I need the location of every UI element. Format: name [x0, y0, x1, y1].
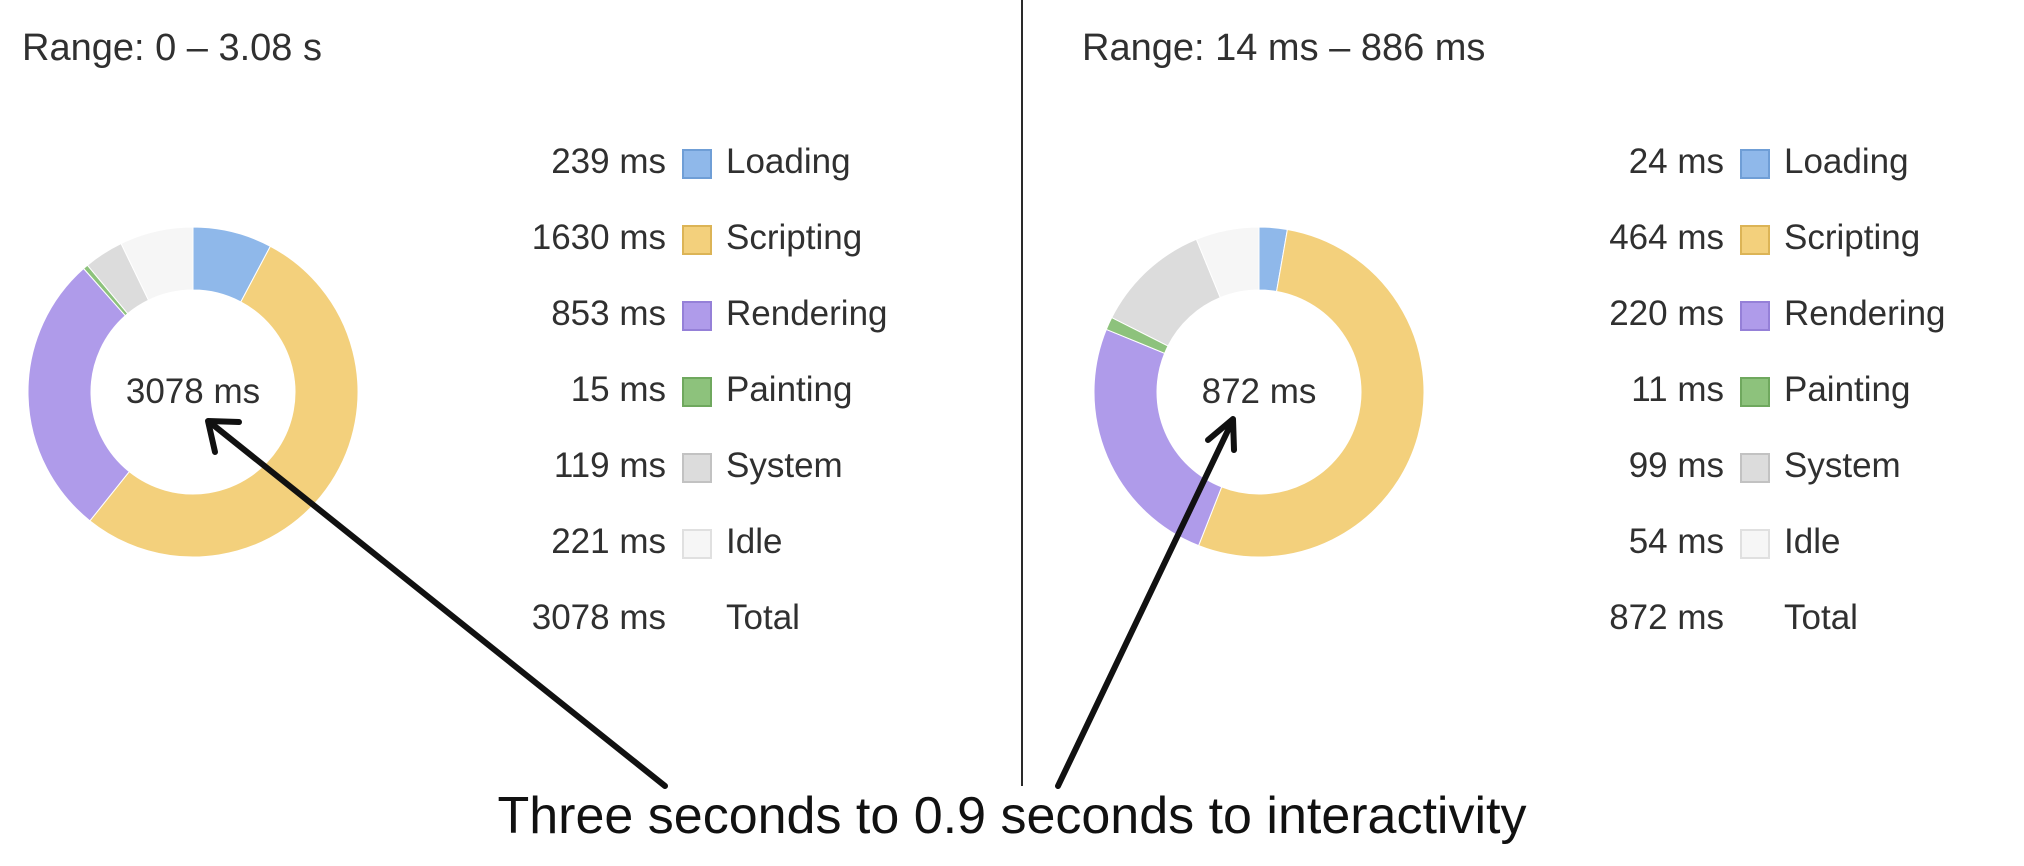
- legend-value: 24 ms: [1628, 142, 1724, 181]
- donut-slice-idle: [1195, 226, 1260, 299]
- legend-row-system: 99 ms System: [1014, 446, 2014, 490]
- legend-value: 11 ms: [1631, 370, 1724, 409]
- legend-label: Rendering: [1784, 294, 1946, 333]
- legend-row-idle: 221 ms Idle: [0, 522, 1000, 566]
- legend-row-total: 3078 ms Total: [0, 598, 1000, 642]
- legend-row-scripting: 464 ms Scripting: [1014, 218, 2014, 262]
- legend-label: System: [726, 446, 843, 485]
- legend-row-painting: 15 ms Painting: [0, 370, 1000, 414]
- legend-value: 239 ms: [551, 142, 666, 181]
- legend-label: System: [1784, 446, 1901, 485]
- legend-swatch-scripting: [1740, 225, 1770, 255]
- legend-swatch-idle: [1740, 529, 1770, 559]
- summary-panel-before: Range: 0 – 3.08 s 3078 ms 239 ms Loading 1…: [0, 0, 1010, 800]
- legend-row-total: 872 ms Total: [1014, 598, 2014, 642]
- legend-value: 54 ms: [1628, 522, 1724, 561]
- legend-row-scripting: 1630 ms Scripting: [0, 218, 1000, 262]
- legend-total-value: 3078 ms: [531, 598, 666, 637]
- legend-value: 220 ms: [1609, 294, 1724, 333]
- legend-label: Scripting: [1784, 218, 1921, 257]
- legend-swatch-loading: [1740, 149, 1770, 179]
- legend-label: Rendering: [726, 294, 888, 333]
- legend-total-label: Total: [726, 598, 800, 637]
- panel-divider: [1021, 0, 1023, 786]
- legend-swatch-painting: [1740, 377, 1770, 407]
- legend-value: 464 ms: [1609, 218, 1724, 257]
- donut-slice-scripting: [1197, 228, 1425, 558]
- donut-chart: [27, 226, 359, 558]
- arrow-right: [1055, 416, 1237, 789]
- legend-value: 119 ms: [553, 446, 666, 485]
- legend-label: Loading: [726, 142, 851, 181]
- legend-row-system: 119 ms System: [0, 446, 1000, 490]
- legend-swatch-rendering: [682, 301, 712, 331]
- legend-label: Painting: [726, 370, 853, 409]
- legend-swatch-scripting: [682, 225, 712, 255]
- legend-label: Idle: [1784, 522, 1841, 561]
- donut-slice-rendering: [27, 267, 130, 522]
- donut-slice-idle: [120, 226, 194, 301]
- legend-swatch-painting: [682, 377, 712, 407]
- legend-row-loading: 24 ms Loading: [1014, 142, 2014, 186]
- summary-panel-after: Range: 14 ms – 886 ms 872 ms 24 ms Loadin…: [1014, 0, 2024, 800]
- caption: Three seconds to 0.9 seconds to interact…: [497, 787, 1527, 845]
- range-label: Range: 14 ms – 886 ms: [1082, 27, 1486, 69]
- legend-swatch-system: [1740, 453, 1770, 483]
- legend-row-rendering: 220 ms Rendering: [1014, 294, 2014, 338]
- legend-label: Scripting: [726, 218, 863, 257]
- legend-value: 99 ms: [1628, 446, 1724, 485]
- donut-center-total: 872 ms: [1201, 372, 1317, 411]
- legend-label: Idle: [726, 522, 783, 561]
- legend-row-idle: 54 ms Idle: [1014, 522, 2014, 566]
- legend-row-loading: 239 ms Loading: [0, 142, 1000, 186]
- legend-label: Loading: [1784, 142, 1909, 181]
- legend-value: 853 ms: [551, 294, 666, 333]
- range-label: Range: 0 – 3.08 s: [22, 27, 322, 69]
- donut-slice-scripting: [89, 245, 359, 558]
- donut-chart: [1093, 226, 1425, 558]
- legend-value: 1630 ms: [531, 218, 666, 257]
- legend-swatch-rendering: [1740, 301, 1770, 331]
- legend-swatch-loading: [682, 149, 712, 179]
- legend-label: Painting: [1784, 370, 1911, 409]
- legend-row-rendering: 853 ms Rendering: [0, 294, 1000, 338]
- legend-row-painting: 11 ms Painting: [1014, 370, 2014, 414]
- legend-swatch-idle: [682, 529, 712, 559]
- donut-center-total: 3078 ms: [125, 372, 261, 411]
- donut-slice-rendering: [1093, 328, 1223, 547]
- legend-value: 15 ms: [570, 370, 666, 409]
- legend-value: 221 ms: [551, 522, 666, 561]
- legend-swatch-system: [682, 453, 712, 483]
- arrow-left: [205, 418, 668, 789]
- legend-total-label: Total: [1784, 598, 1858, 637]
- legend-total-value: 872 ms: [1609, 598, 1724, 637]
